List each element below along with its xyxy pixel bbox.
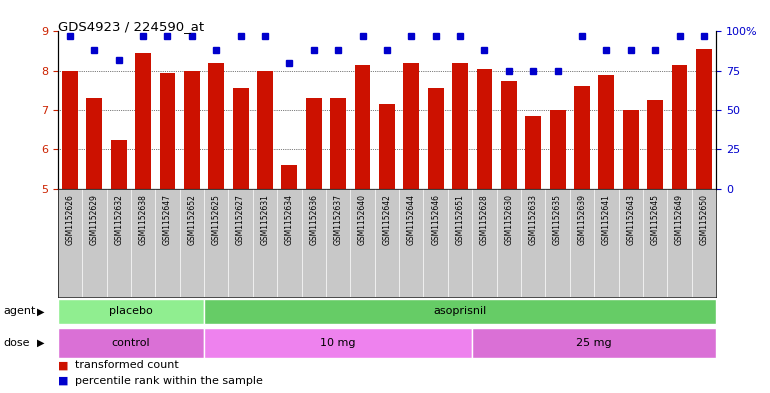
Text: GSM1152639: GSM1152639: [578, 194, 587, 245]
Text: ■: ■: [58, 360, 69, 370]
Text: GSM1152636: GSM1152636: [310, 194, 318, 245]
Bar: [403, 63, 419, 189]
Bar: [379, 104, 395, 189]
Text: GSM1152637: GSM1152637: [333, 194, 343, 245]
Bar: [671, 65, 688, 189]
Text: GSM1152651: GSM1152651: [456, 194, 464, 245]
Text: GSM1152628: GSM1152628: [480, 194, 489, 245]
Bar: [598, 75, 614, 189]
Bar: [282, 165, 297, 189]
Text: ▶: ▶: [37, 338, 45, 348]
Text: GSM1152638: GSM1152638: [139, 194, 148, 245]
Text: GSM1152646: GSM1152646: [431, 194, 440, 245]
Text: GSM1152642: GSM1152642: [383, 194, 391, 245]
Text: GSM1152629: GSM1152629: [90, 194, 99, 245]
Bar: [233, 88, 249, 189]
Text: GSM1152643: GSM1152643: [626, 194, 635, 245]
Text: GSM1152640: GSM1152640: [358, 194, 367, 245]
Text: dose: dose: [4, 338, 30, 348]
Text: GSM1152649: GSM1152649: [675, 194, 684, 245]
Text: asoprisnil: asoprisnil: [434, 307, 487, 316]
Text: agent: agent: [4, 307, 36, 316]
Text: control: control: [112, 338, 150, 348]
Bar: [525, 116, 541, 189]
Bar: [623, 110, 638, 189]
Text: GSM1152632: GSM1152632: [114, 194, 123, 245]
Bar: [209, 63, 224, 189]
Text: percentile rank within the sample: percentile rank within the sample: [75, 376, 263, 386]
Text: 25 mg: 25 mg: [577, 338, 612, 348]
Bar: [648, 100, 663, 189]
Bar: [472, 328, 716, 358]
Text: GSM1152647: GSM1152647: [163, 194, 172, 245]
Bar: [355, 65, 370, 189]
Bar: [111, 140, 126, 189]
Text: ▶: ▶: [37, 307, 45, 316]
Text: GSM1152650: GSM1152650: [699, 194, 708, 245]
Bar: [184, 71, 199, 189]
Text: GSM1152630: GSM1152630: [504, 194, 514, 245]
Text: ■: ■: [58, 376, 69, 386]
Bar: [204, 328, 472, 358]
Bar: [696, 49, 711, 189]
Bar: [477, 69, 492, 189]
Text: GSM1152645: GSM1152645: [651, 194, 660, 245]
Bar: [428, 88, 444, 189]
Bar: [136, 53, 151, 189]
Text: GSM1152625: GSM1152625: [212, 194, 221, 245]
Bar: [330, 98, 346, 189]
Bar: [306, 98, 322, 189]
Text: placebo: placebo: [109, 307, 152, 316]
Bar: [86, 98, 102, 189]
Bar: [204, 299, 716, 324]
Bar: [159, 73, 176, 189]
Text: 10 mg: 10 mg: [320, 338, 356, 348]
Bar: [58, 328, 204, 358]
Text: GSM1152627: GSM1152627: [236, 194, 245, 245]
Text: GSM1152634: GSM1152634: [285, 194, 294, 245]
Bar: [501, 81, 517, 189]
Text: transformed count: transformed count: [75, 360, 179, 370]
Bar: [257, 71, 273, 189]
Text: GSM1152644: GSM1152644: [407, 194, 416, 245]
Text: GSM1152626: GSM1152626: [65, 194, 75, 245]
Text: GDS4923 / 224590_at: GDS4923 / 224590_at: [58, 20, 204, 33]
Bar: [62, 71, 78, 189]
Text: GSM1152631: GSM1152631: [260, 194, 269, 245]
Text: GSM1152641: GSM1152641: [602, 194, 611, 245]
Bar: [574, 86, 590, 189]
Bar: [452, 63, 468, 189]
Bar: [550, 110, 565, 189]
Text: GSM1152633: GSM1152633: [529, 194, 537, 245]
Text: GSM1152635: GSM1152635: [553, 194, 562, 245]
Bar: [58, 299, 204, 324]
Text: GSM1152652: GSM1152652: [187, 194, 196, 245]
